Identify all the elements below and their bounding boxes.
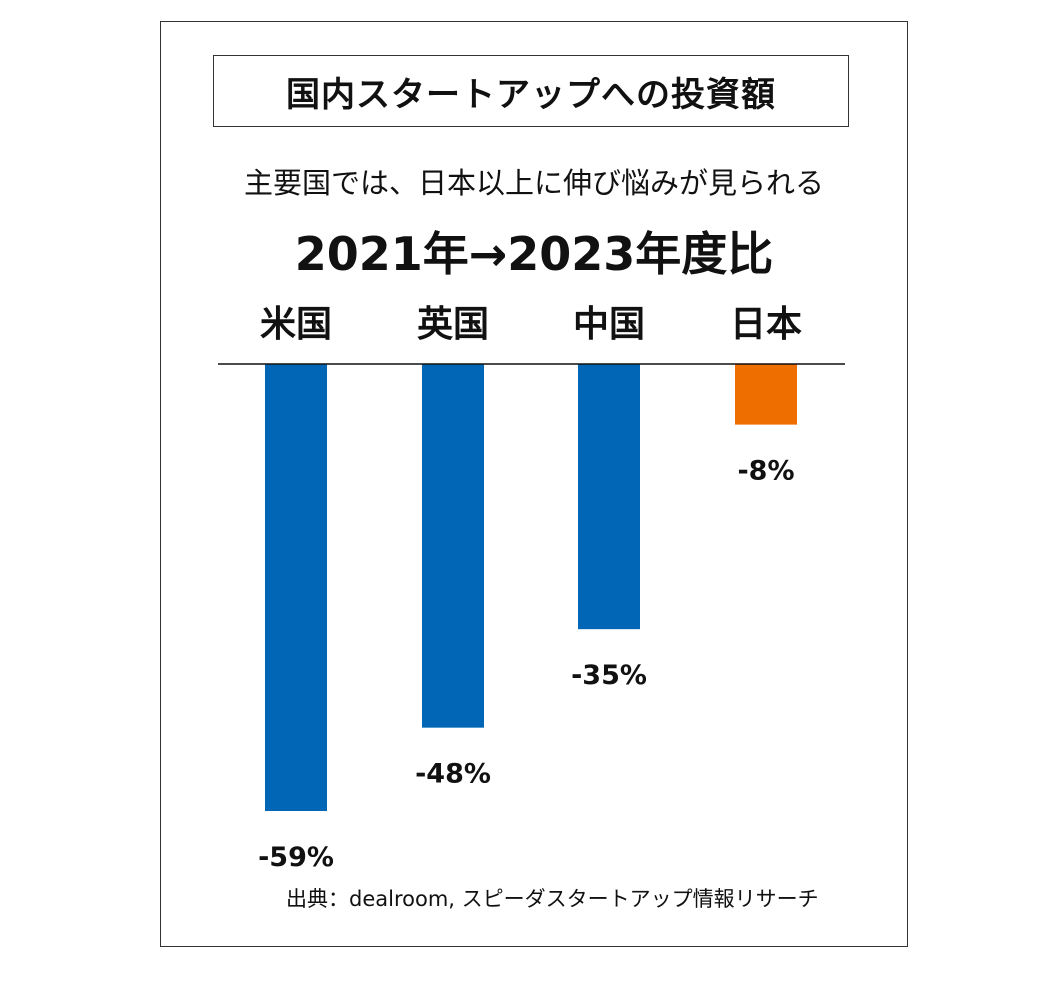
category-label: 米国: [260, 304, 332, 345]
bar: [735, 364, 797, 425]
category-label: 日本: [730, 304, 802, 345]
chart-title: 国内スタートアップへの投資額: [213, 55, 849, 127]
bar: [265, 364, 327, 811]
bar: [422, 364, 484, 728]
chart-subtitle: 主要国では、日本以上に伸び悩みが見られる: [243, 166, 824, 200]
data-label: -8%: [737, 456, 794, 487]
data-label: -48%: [415, 759, 491, 790]
category-label: 英国: [417, 304, 489, 345]
chart-source: 出典：dealroom, スピーダスタートアップ情報リサーチ: [286, 887, 819, 911]
category-label: 中国: [573, 304, 645, 345]
data-label: -35%: [571, 660, 647, 691]
bar: [578, 364, 640, 630]
chart-period: 2021年→2023年度比: [294, 227, 774, 281]
data-label: -59%: [258, 842, 334, 873]
